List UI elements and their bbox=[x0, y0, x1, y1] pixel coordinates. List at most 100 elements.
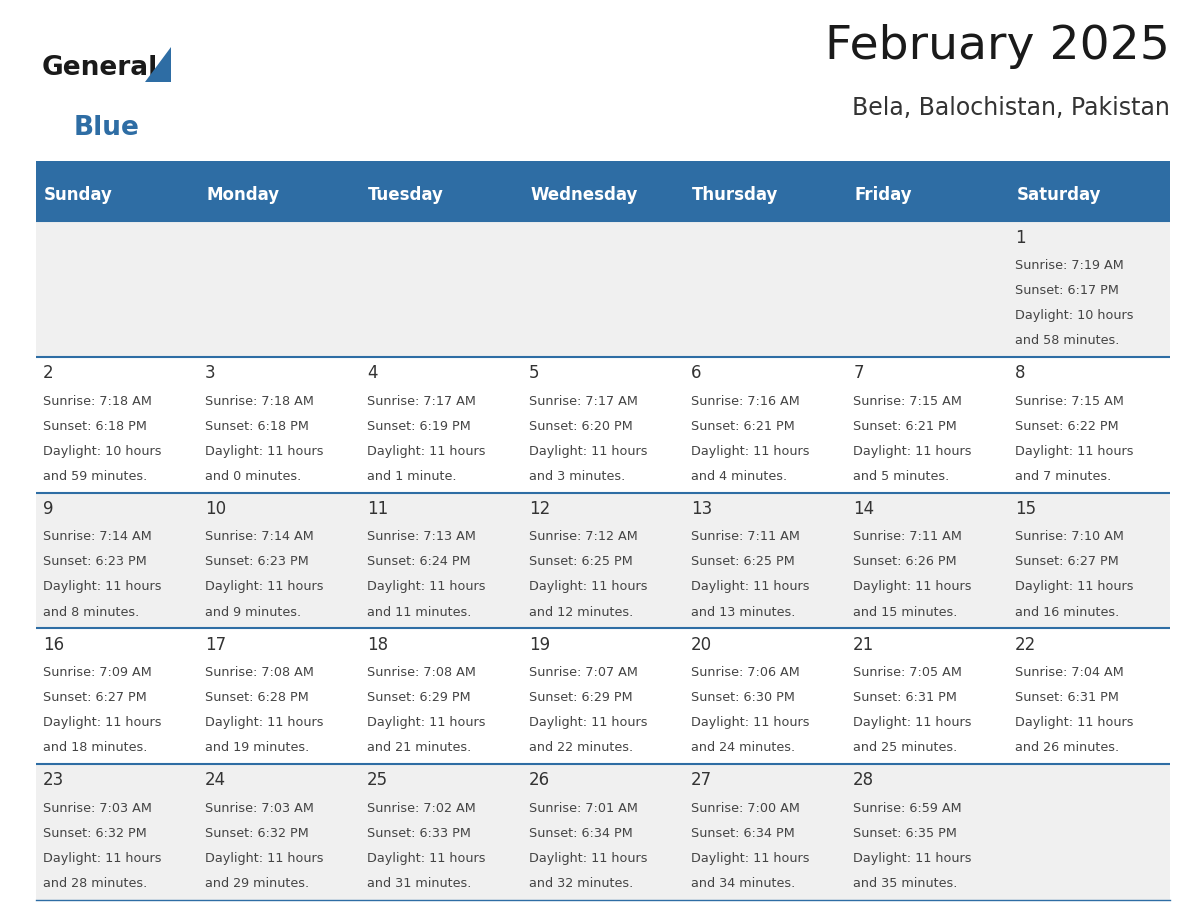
Bar bbox=[846, 357, 1009, 493]
Text: Daylight: 11 hours: Daylight: 11 hours bbox=[367, 444, 486, 458]
Text: Monday: Monday bbox=[206, 185, 279, 204]
Text: 22: 22 bbox=[1016, 635, 1036, 654]
Bar bbox=[684, 168, 846, 221]
Text: and 15 minutes.: and 15 minutes. bbox=[853, 606, 958, 619]
Text: and 12 minutes.: and 12 minutes. bbox=[529, 606, 633, 619]
Bar bbox=[846, 764, 1009, 900]
Text: Wednesday: Wednesday bbox=[530, 185, 638, 204]
Text: Sunset: 6:30 PM: Sunset: 6:30 PM bbox=[691, 691, 795, 704]
Text: and 21 minutes.: and 21 minutes. bbox=[367, 741, 472, 755]
Text: and 28 minutes.: and 28 minutes. bbox=[43, 877, 147, 890]
Bar bbox=[36, 628, 197, 764]
Text: Thursday: Thursday bbox=[693, 185, 778, 204]
Text: 12: 12 bbox=[529, 500, 550, 518]
Text: Sunrise: 7:11 AM: Sunrise: 7:11 AM bbox=[691, 531, 800, 543]
Text: 26: 26 bbox=[529, 771, 550, 789]
Text: Daylight: 11 hours: Daylight: 11 hours bbox=[367, 716, 486, 729]
Text: Daylight: 11 hours: Daylight: 11 hours bbox=[853, 852, 972, 865]
Text: Daylight: 11 hours: Daylight: 11 hours bbox=[529, 716, 647, 729]
Text: 3: 3 bbox=[204, 364, 215, 382]
Bar bbox=[1009, 493, 1170, 628]
Polygon shape bbox=[145, 47, 171, 82]
Bar bbox=[197, 764, 360, 900]
Bar bbox=[36, 493, 197, 628]
Text: and 22 minutes.: and 22 minutes. bbox=[529, 741, 633, 755]
Text: Sunset: 6:25 PM: Sunset: 6:25 PM bbox=[529, 555, 633, 568]
Text: Sunrise: 7:01 AM: Sunrise: 7:01 AM bbox=[529, 801, 638, 814]
Text: 5: 5 bbox=[529, 364, 539, 382]
Text: February 2025: February 2025 bbox=[826, 24, 1170, 69]
Text: Daylight: 11 hours: Daylight: 11 hours bbox=[43, 716, 162, 729]
Text: Daylight: 10 hours: Daylight: 10 hours bbox=[1016, 309, 1133, 322]
Text: Sunset: 6:26 PM: Sunset: 6:26 PM bbox=[853, 555, 956, 568]
Text: 9: 9 bbox=[43, 500, 53, 518]
Text: Sunrise: 7:18 AM: Sunrise: 7:18 AM bbox=[43, 395, 152, 408]
Bar bbox=[36, 161, 1170, 168]
Text: and 31 minutes.: and 31 minutes. bbox=[367, 877, 472, 890]
Text: Sunrise: 7:05 AM: Sunrise: 7:05 AM bbox=[853, 666, 962, 679]
Text: Daylight: 11 hours: Daylight: 11 hours bbox=[529, 444, 647, 458]
Text: Sunday: Sunday bbox=[44, 185, 113, 204]
Text: Daylight: 11 hours: Daylight: 11 hours bbox=[853, 444, 972, 458]
Text: and 0 minutes.: and 0 minutes. bbox=[204, 470, 301, 483]
Text: Sunrise: 7:03 AM: Sunrise: 7:03 AM bbox=[204, 801, 314, 814]
Bar bbox=[197, 168, 360, 221]
Text: 19: 19 bbox=[529, 635, 550, 654]
Text: Sunrise: 7:15 AM: Sunrise: 7:15 AM bbox=[1016, 395, 1124, 408]
Bar bbox=[522, 168, 684, 221]
Text: Sunrise: 7:18 AM: Sunrise: 7:18 AM bbox=[204, 395, 314, 408]
Bar bbox=[846, 628, 1009, 764]
Text: Sunrise: 7:15 AM: Sunrise: 7:15 AM bbox=[853, 395, 962, 408]
Bar bbox=[684, 764, 846, 900]
Bar bbox=[1009, 764, 1170, 900]
Text: 8: 8 bbox=[1016, 364, 1025, 382]
Text: Sunrise: 7:14 AM: Sunrise: 7:14 AM bbox=[204, 531, 314, 543]
Text: and 35 minutes.: and 35 minutes. bbox=[853, 877, 958, 890]
Text: Sunrise: 7:17 AM: Sunrise: 7:17 AM bbox=[367, 395, 476, 408]
Text: and 11 minutes.: and 11 minutes. bbox=[367, 606, 472, 619]
Text: Sunrise: 7:16 AM: Sunrise: 7:16 AM bbox=[691, 395, 800, 408]
Text: 7: 7 bbox=[853, 364, 864, 382]
Text: and 59 minutes.: and 59 minutes. bbox=[43, 470, 147, 483]
Text: and 3 minutes.: and 3 minutes. bbox=[529, 470, 625, 483]
Text: 15: 15 bbox=[1016, 500, 1036, 518]
Bar bbox=[360, 493, 522, 628]
Text: Sunrise: 7:08 AM: Sunrise: 7:08 AM bbox=[204, 666, 314, 679]
Bar bbox=[846, 221, 1009, 357]
Text: 11: 11 bbox=[367, 500, 388, 518]
Text: and 58 minutes.: and 58 minutes. bbox=[1016, 334, 1119, 347]
Text: Sunset: 6:23 PM: Sunset: 6:23 PM bbox=[43, 555, 146, 568]
Text: 24: 24 bbox=[204, 771, 226, 789]
Bar bbox=[36, 357, 197, 493]
Text: Sunset: 6:35 PM: Sunset: 6:35 PM bbox=[853, 827, 958, 840]
Text: and 25 minutes.: and 25 minutes. bbox=[853, 741, 958, 755]
Text: Sunset: 6:21 PM: Sunset: 6:21 PM bbox=[853, 420, 956, 432]
Text: and 19 minutes.: and 19 minutes. bbox=[204, 741, 309, 755]
Text: 6: 6 bbox=[691, 364, 702, 382]
Text: Daylight: 11 hours: Daylight: 11 hours bbox=[691, 716, 809, 729]
Text: Bela, Balochistan, Pakistan: Bela, Balochistan, Pakistan bbox=[852, 96, 1170, 120]
Text: 18: 18 bbox=[367, 635, 388, 654]
Text: 28: 28 bbox=[853, 771, 874, 789]
Text: Sunset: 6:28 PM: Sunset: 6:28 PM bbox=[204, 691, 309, 704]
Text: and 7 minutes.: and 7 minutes. bbox=[1016, 470, 1112, 483]
Bar bbox=[197, 357, 360, 493]
Bar bbox=[522, 628, 684, 764]
Text: and 8 minutes.: and 8 minutes. bbox=[43, 606, 139, 619]
Text: Daylight: 11 hours: Daylight: 11 hours bbox=[853, 716, 972, 729]
Text: 20: 20 bbox=[691, 635, 712, 654]
Bar bbox=[360, 628, 522, 764]
Text: Sunset: 6:19 PM: Sunset: 6:19 PM bbox=[367, 420, 470, 432]
Text: 10: 10 bbox=[204, 500, 226, 518]
Text: Sunrise: 7:03 AM: Sunrise: 7:03 AM bbox=[43, 801, 152, 814]
Text: Sunset: 6:31 PM: Sunset: 6:31 PM bbox=[1016, 691, 1119, 704]
Text: and 24 minutes.: and 24 minutes. bbox=[691, 741, 795, 755]
Bar bbox=[684, 628, 846, 764]
Bar bbox=[684, 493, 846, 628]
Text: Daylight: 11 hours: Daylight: 11 hours bbox=[1016, 580, 1133, 593]
Text: Daylight: 11 hours: Daylight: 11 hours bbox=[204, 580, 323, 593]
Bar bbox=[1009, 221, 1170, 357]
Text: Sunset: 6:22 PM: Sunset: 6:22 PM bbox=[1016, 420, 1119, 432]
Text: Daylight: 11 hours: Daylight: 11 hours bbox=[691, 580, 809, 593]
Text: Daylight: 11 hours: Daylight: 11 hours bbox=[529, 580, 647, 593]
